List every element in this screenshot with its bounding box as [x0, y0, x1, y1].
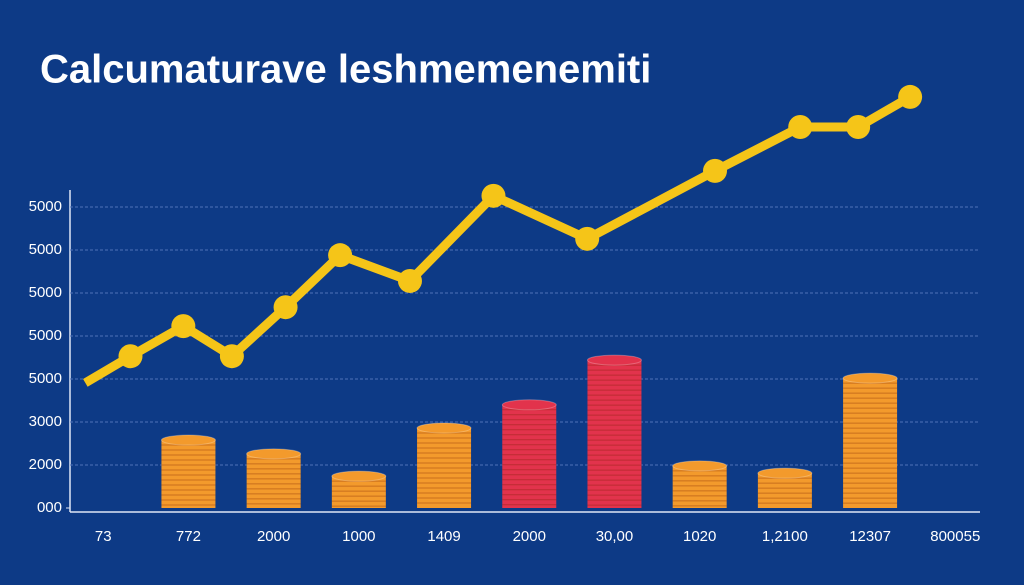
line-marker: [328, 243, 353, 268]
coin-stack: [587, 360, 642, 508]
coin-top: [331, 470, 387, 482]
x-tick-label: 12307: [849, 528, 891, 545]
chart-title: Calcumaturave leshmemenemiti: [40, 48, 651, 92]
coin-top: [160, 434, 216, 446]
line-marker: [273, 295, 298, 320]
x-tick-label: 1,2100: [762, 528, 808, 545]
coin-stack: [502, 404, 557, 508]
coin-top: [757, 467, 813, 479]
x-tick-label: 1409: [427, 528, 460, 545]
coin-top: [672, 460, 728, 472]
y-tick-label: 000: [37, 499, 62, 516]
y-tick-label: 3000: [29, 413, 62, 430]
line-marker: [788, 115, 813, 140]
x-tick-label: 73: [95, 528, 112, 545]
line: [83, 93, 913, 387]
line-marker: [703, 158, 728, 183]
x-tick-label: 772: [176, 528, 201, 545]
line-marker: [397, 268, 422, 293]
coin-top: [416, 422, 472, 434]
coin-stack: [672, 465, 727, 508]
coin-stack: [331, 476, 386, 508]
x-tick-label: 2000: [513, 528, 546, 545]
coin-stack: [843, 378, 898, 508]
y-tick-label: 5000: [29, 327, 62, 344]
x-tick-label: 2000: [257, 528, 290, 545]
line-marker: [575, 226, 600, 251]
y-tick-label: 5000: [29, 284, 62, 301]
line-marker: [481, 183, 506, 208]
x-tick-label: 1020: [683, 528, 716, 545]
coin-stack: [757, 473, 812, 508]
y-tick-label: 5000: [29, 198, 62, 215]
coin-stack: [161, 440, 216, 508]
coin-top: [246, 448, 302, 460]
line-marker: [219, 344, 244, 369]
x-tick-label: 30,00: [596, 528, 634, 545]
y-tick-label: 2000: [29, 456, 62, 473]
coin-top: [501, 399, 557, 411]
coin-stack: [246, 453, 301, 508]
line-marker: [171, 314, 196, 339]
line-marker: [846, 115, 871, 140]
line-marker: [898, 84, 923, 109]
x-tick-label: 800055: [930, 528, 980, 545]
coin-top: [586, 354, 642, 366]
x-tick-label: 1000: [342, 528, 375, 545]
coin-stack: [417, 428, 472, 508]
y-tick-label: 5000: [29, 241, 62, 258]
coin-top: [842, 372, 898, 384]
y-tick-label: 5000: [29, 370, 62, 387]
line-marker: [118, 344, 143, 369]
